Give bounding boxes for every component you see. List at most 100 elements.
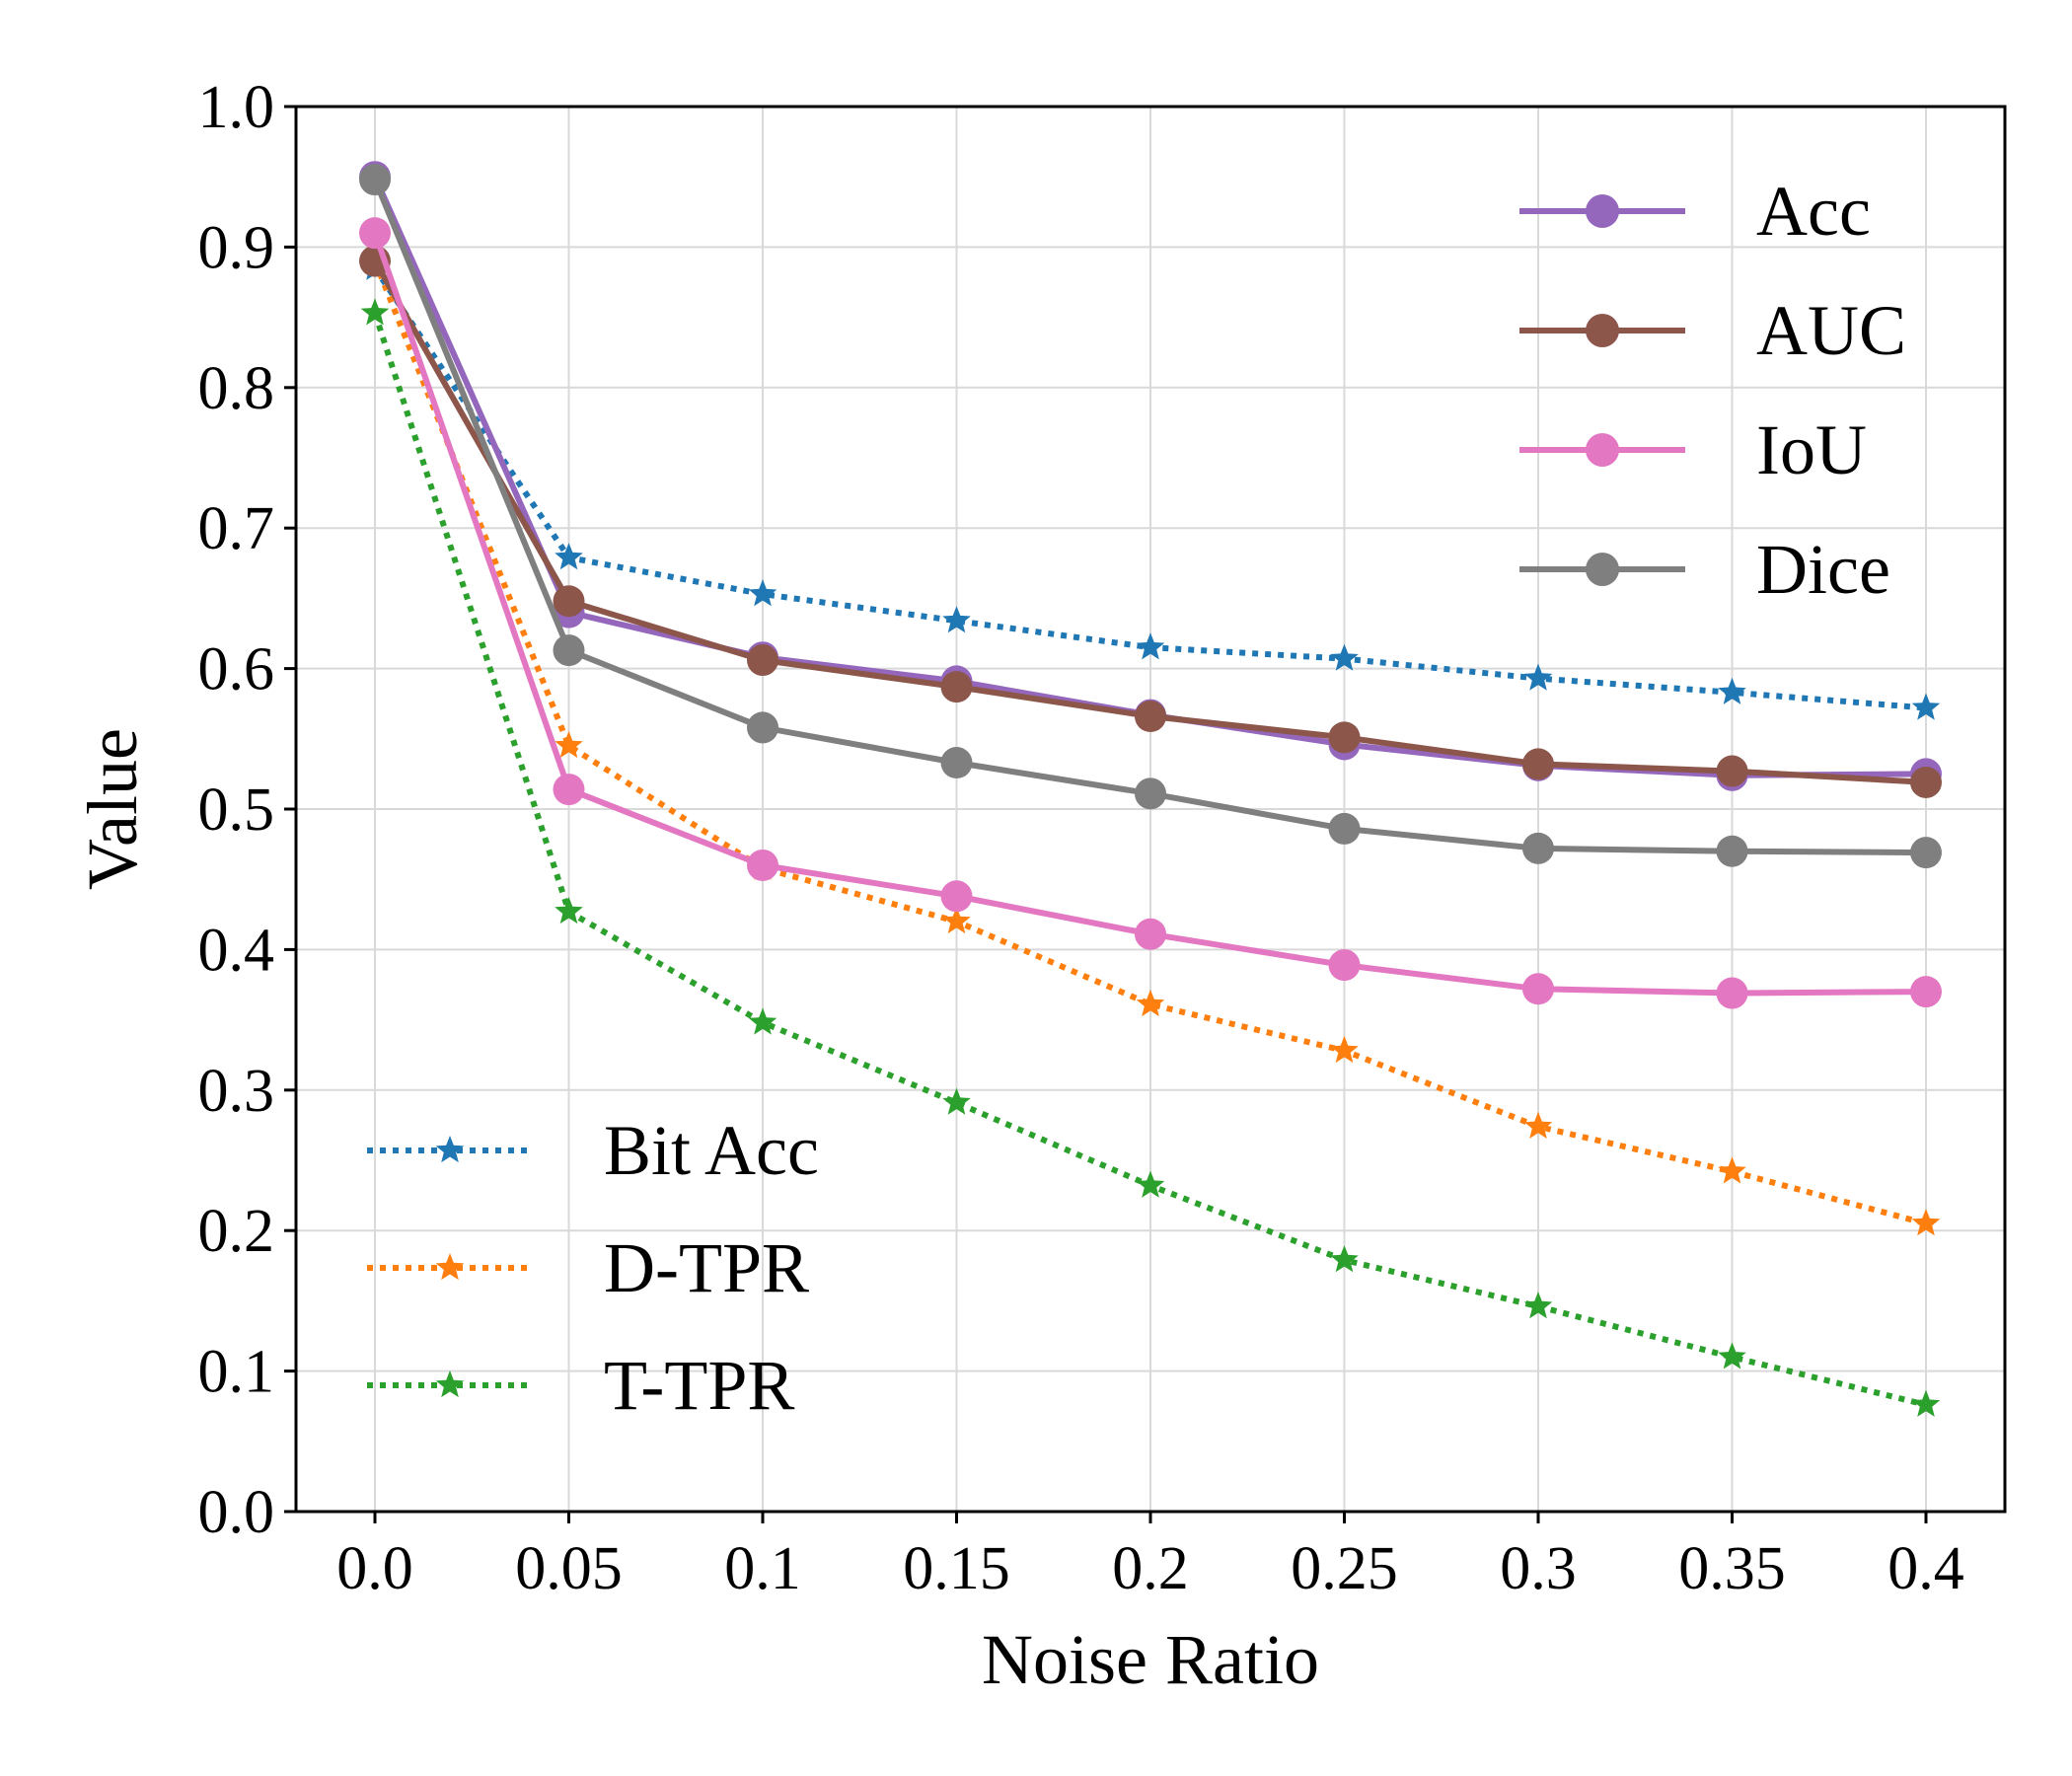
legend-label: IoU [1756, 410, 1867, 489]
data-point-d-tpr [1330, 1035, 1359, 1064]
data-point-bit-acc [1136, 632, 1165, 660]
legend-item-iou: IoU [1519, 410, 1867, 489]
y-axis-label: Value [73, 728, 152, 890]
data-point-iou [1135, 918, 1166, 950]
legend-label: Bit Acc [604, 1111, 819, 1190]
data-point-bit-acc [942, 606, 971, 633]
legend-marker [435, 1370, 465, 1398]
data-point-iou [1328, 949, 1361, 982]
data-point-bit-acc [555, 543, 583, 570]
data-point-auc [1522, 748, 1554, 780]
series-auc [359, 245, 1942, 798]
data-point-t-tpr [1523, 1292, 1553, 1319]
data-point-d-tpr [1523, 1111, 1553, 1139]
data-point-iou [747, 849, 778, 881]
data-point-iou [1522, 973, 1554, 1005]
data-point-dice [1910, 837, 1942, 869]
legend-item-t-tpr: T-TPR [367, 1346, 794, 1425]
data-point-bit-acc [1330, 643, 1359, 671]
y-tick-label: 0.5 [198, 777, 275, 844]
data-point-dice [553, 634, 585, 667]
data-point-dice [747, 711, 778, 744]
data-point-dice [359, 164, 391, 196]
data-point-t-tpr [555, 897, 583, 925]
y-tick-label: 0.0 [198, 1479, 275, 1546]
y-tick-label: 0.7 [198, 495, 275, 562]
data-point-bit-acc [1911, 693, 1941, 720]
x-tick-label: 0.4 [1887, 1535, 1964, 1602]
legend-marker [1586, 433, 1619, 467]
legend-item-bit-acc: Bit Acc [367, 1111, 819, 1190]
y-tick-label: 0.2 [198, 1198, 275, 1265]
data-point-dice [940, 747, 973, 779]
data-point-iou [359, 217, 391, 250]
data-point-dice [1135, 777, 1166, 810]
y-tick-label: 0.3 [198, 1058, 275, 1125]
legend-label: T-TPR [604, 1346, 794, 1425]
series-t-tpr [360, 298, 1941, 1417]
data-point-d-tpr [1911, 1209, 1941, 1236]
data-point-bit-acc [748, 579, 777, 607]
data-point-dice [1522, 832, 1554, 864]
legend-label: Dice [1756, 530, 1890, 609]
data-point-iou [940, 880, 973, 913]
legend-bottom-left: Bit Acc D-TPR T-TPR [367, 1111, 819, 1425]
data-point-iou [553, 774, 585, 806]
data-point-t-tpr [1911, 1389, 1941, 1417]
data-point-bit-acc [1718, 677, 1746, 704]
x-tick-label: 0.25 [1291, 1535, 1398, 1602]
legend-marker [435, 1253, 465, 1281]
x-tick-label: 0.2 [1112, 1535, 1189, 1602]
data-point-t-tpr [1330, 1245, 1359, 1273]
y-tick-label: 1.0 [198, 74, 275, 141]
data-point-auc [1328, 721, 1361, 754]
data-point-dice [1328, 812, 1361, 845]
data-point-t-tpr [1136, 1170, 1165, 1198]
x-axis-label: Noise Ratio [982, 1620, 1319, 1699]
data-point-iou [1910, 976, 1942, 1008]
y-tick-label: 0.4 [198, 917, 275, 984]
data-point-bit-acc [1523, 663, 1553, 691]
x-axis: 0.0 0.05 0.1 0.15 0.2 0.25 0.3 0.35 0.4 [336, 1512, 1964, 1602]
data-point-d-tpr [1136, 989, 1165, 1017]
y-tick-label: 0.1 [198, 1339, 275, 1406]
data-point-auc [553, 585, 585, 618]
x-tick-label: 0.15 [903, 1535, 1010, 1602]
x-tick-label: 0.05 [515, 1535, 623, 1602]
data-point-iou [1716, 977, 1748, 1009]
data-point-auc [940, 671, 973, 703]
legend-marker [1586, 553, 1619, 586]
data-point-auc [1910, 766, 1942, 798]
legend-item-acc: Acc [1519, 172, 1871, 251]
data-point-t-tpr [942, 1087, 971, 1115]
data-point-t-tpr [748, 1007, 777, 1035]
legend-item-auc: AUC [1519, 291, 1906, 370]
data-point-t-tpr [1718, 1342, 1746, 1369]
data-point-t-tpr [360, 298, 390, 326]
data-point-auc [1716, 755, 1748, 787]
legend-label: AUC [1756, 291, 1906, 370]
y-tick-label: 0.9 [198, 214, 275, 281]
series-layer [359, 161, 1942, 1417]
data-point-d-tpr [555, 730, 583, 759]
legend-top-right: Acc AUC IoU Dice [1519, 172, 1906, 609]
legend-label: D-TPR [604, 1228, 809, 1307]
x-tick-label: 0.35 [1678, 1535, 1786, 1602]
legend-marker [1586, 314, 1619, 347]
x-tick-label: 0.0 [336, 1535, 413, 1602]
series-iou [359, 217, 1942, 1009]
legend-item-dice: Dice [1519, 530, 1890, 609]
legend-item-d-tpr: D-TPR [367, 1228, 809, 1307]
x-tick-label: 0.1 [724, 1535, 801, 1602]
y-axis: 0.0 0.1 0.2 0.3 0.4 0.5 0.6 0.7 0.8 0.9 1.0 [198, 74, 296, 1546]
series-dice [359, 164, 1942, 869]
legend-label: Acc [1756, 172, 1871, 251]
data-point-dice [1716, 835, 1748, 867]
data-point-d-tpr [942, 906, 971, 934]
y-tick-label: 0.8 [198, 355, 275, 422]
legend-marker [1586, 194, 1619, 228]
data-point-auc [747, 644, 778, 677]
data-point-auc [1135, 701, 1166, 733]
x-tick-label: 0.3 [1500, 1535, 1577, 1602]
